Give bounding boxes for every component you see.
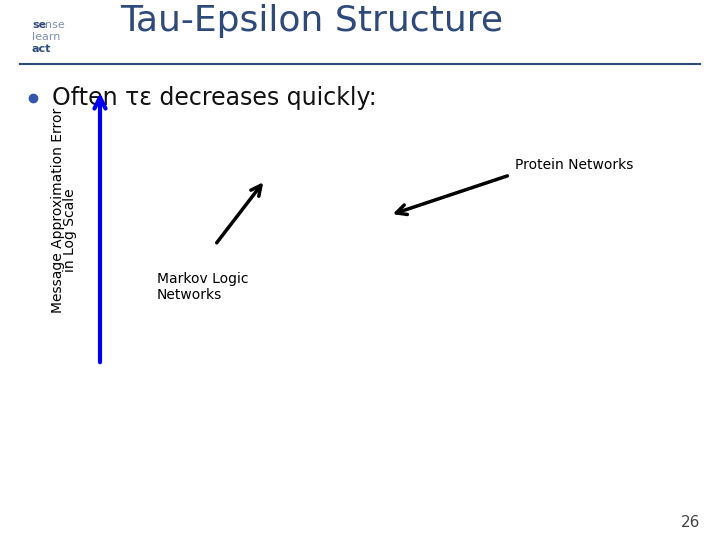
Text: Tau-Epsilon Structure: Tau-Epsilon Structure: [120, 4, 503, 38]
Text: act: act: [32, 44, 51, 54]
Text: 26: 26: [680, 515, 700, 530]
Text: se: se: [32, 20, 46, 30]
Text: Markov Logic
Networks: Markov Logic Networks: [157, 272, 248, 302]
Text: Message Approximation Error: Message Approximation Error: [51, 107, 65, 313]
Text: nse: nse: [45, 20, 65, 30]
Text: learn: learn: [32, 32, 60, 42]
Text: Protein Networks: Protein Networks: [515, 158, 634, 172]
Text: in Log Scale: in Log Scale: [63, 188, 77, 272]
Text: Often τε decreases quickly:: Often τε decreases quickly:: [52, 86, 377, 110]
